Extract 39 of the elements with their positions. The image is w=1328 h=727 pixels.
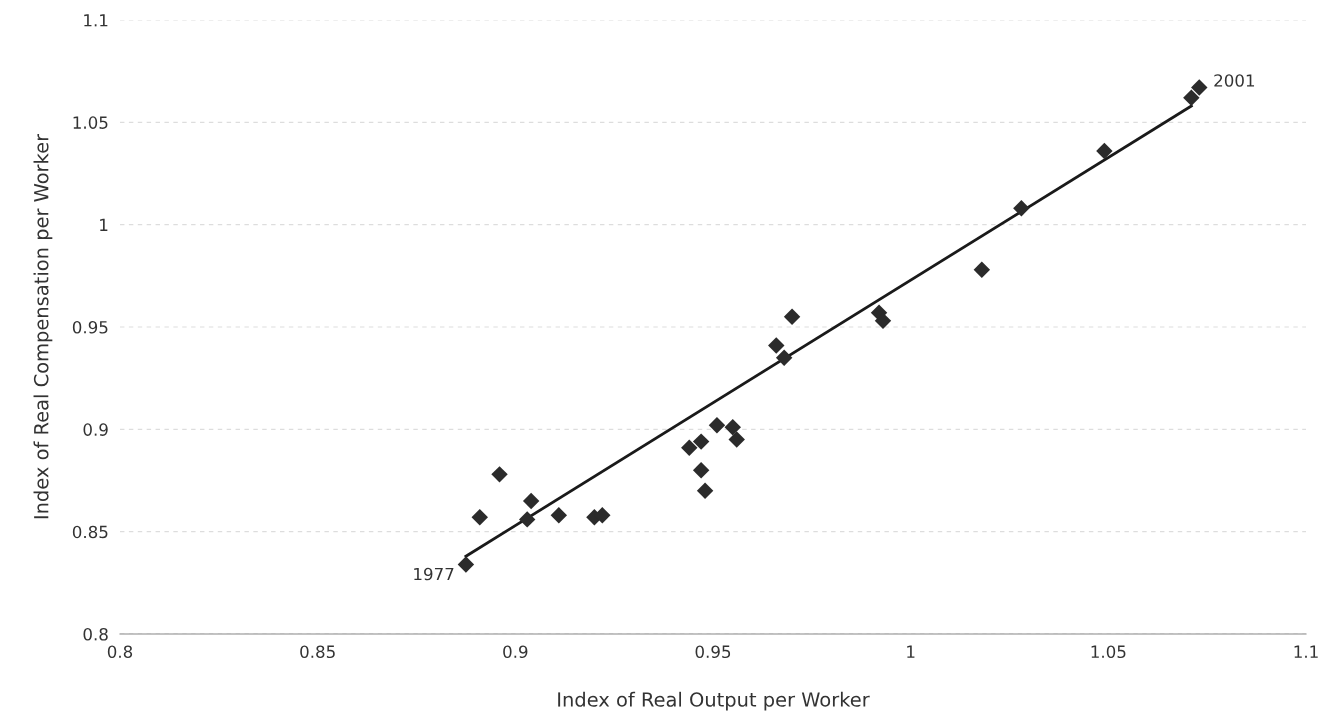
- y-tick-label: 0.9: [83, 423, 108, 436]
- point: [1191, 79, 1208, 96]
- point: [457, 556, 475, 573]
- point: [724, 419, 741, 436]
- point: [522, 492, 540, 510]
- y-tick-label: 1: [100, 218, 108, 231]
- point: [696, 482, 714, 499]
- point: [973, 261, 991, 278]
- point: [783, 308, 801, 325]
- point: [692, 462, 710, 479]
- x-tick-label: 1.05: [1091, 645, 1126, 659]
- x-axis-title: Index of Real Output per Worker: [558, 691, 870, 711]
- x-tick-label: 0.8: [107, 645, 133, 659]
- x-tick-label: 1: [907, 645, 915, 658]
- y-tick-label: 1.05: [73, 116, 108, 129]
- point: [768, 337, 785, 354]
- point: [518, 511, 536, 528]
- point: [681, 439, 698, 456]
- annotation: 1977: [414, 567, 454, 581]
- y-tick-label: 1.1: [84, 14, 108, 27]
- annotation: 2001: [1214, 74, 1255, 87]
- point: [471, 509, 488, 526]
- y-tick-label: 0.85: [72, 525, 108, 539]
- x-tick-label: 0.85: [300, 645, 335, 659]
- y-tick-label: 0.95: [72, 320, 108, 334]
- x-tick-label: 0.9: [503, 645, 528, 659]
- y-tick-label: 0.8: [83, 627, 108, 641]
- point: [708, 417, 726, 434]
- point: [692, 433, 710, 450]
- y-axis-title: Index of Real Compensation per Worker: [33, 133, 53, 519]
- x-tick-label: 0.95: [695, 645, 731, 659]
- point: [1013, 200, 1030, 217]
- point: [775, 349, 793, 366]
- point: [728, 431, 745, 448]
- x-tick-label: 1.1: [1294, 645, 1318, 658]
- point: [491, 466, 508, 483]
- point: [550, 507, 568, 524]
- point: [1096, 142, 1113, 160]
- point: [1183, 89, 1200, 106]
